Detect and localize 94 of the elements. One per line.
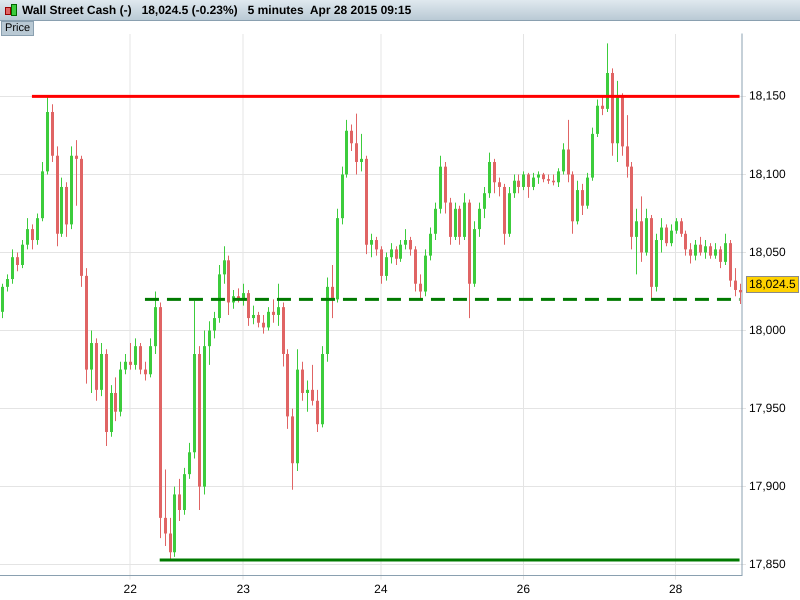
candlestick xyxy=(390,242,393,264)
candlestick xyxy=(114,376,117,422)
x-tick-label: 26 xyxy=(516,582,530,596)
candlestick xyxy=(301,361,304,402)
candlestick xyxy=(542,172,545,183)
candlestick xyxy=(208,320,211,366)
candlestick xyxy=(223,246,226,284)
candlestick xyxy=(21,240,24,269)
candlestick xyxy=(581,183,584,216)
candlestick xyxy=(532,172,535,191)
candlestick xyxy=(527,172,530,198)
candlestick xyxy=(306,380,309,412)
candlestick xyxy=(714,242,717,260)
chart-title: Wall Street Cash (-) 18,024.5 (-0.23%) 5 minutes Apr 28 2015 09:15 xyxy=(22,2,412,19)
candlestick xyxy=(385,252,388,282)
candlestick xyxy=(360,133,363,172)
candlestick xyxy=(689,242,692,264)
candlestick xyxy=(601,96,604,116)
candlestick xyxy=(399,240,402,262)
candlestick xyxy=(188,442,191,480)
candlestick xyxy=(719,246,722,269)
candlestick xyxy=(144,361,147,381)
candlestick xyxy=(355,113,358,175)
candlestick xyxy=(665,224,668,247)
candlestick xyxy=(129,342,132,370)
candlestick xyxy=(675,218,678,234)
candlestick xyxy=(213,311,216,339)
candlestick xyxy=(370,233,373,258)
candlestick xyxy=(11,248,14,284)
candlestick xyxy=(395,246,398,266)
candlestick xyxy=(498,177,501,197)
candlestick xyxy=(429,227,432,261)
candlestick xyxy=(552,174,555,186)
candlestick xyxy=(493,158,496,194)
candlestick xyxy=(124,353,127,375)
x-tick-label: 28 xyxy=(668,582,683,596)
candlestick xyxy=(680,218,683,238)
candlestick xyxy=(169,517,172,560)
candlestick xyxy=(316,389,319,433)
candlestick xyxy=(252,305,255,325)
candlestick xyxy=(522,170,525,191)
candlestick xyxy=(537,170,540,184)
candlestick xyxy=(164,468,167,546)
candlestick xyxy=(724,233,727,266)
text: 18,024.5 xyxy=(746,276,799,293)
candlestick xyxy=(277,283,280,326)
candlestick xyxy=(694,240,697,261)
candlestick xyxy=(267,306,270,332)
x-tick-label: 23 xyxy=(236,582,250,596)
text: Price xyxy=(1,21,34,36)
candlestick xyxy=(409,236,412,256)
y-tick-label: 18,150 xyxy=(749,88,786,103)
y-tick-label: 18,100 xyxy=(749,166,786,181)
candlestick xyxy=(262,314,265,334)
candlestick xyxy=(6,274,9,292)
candlestick xyxy=(557,168,560,188)
candlestick xyxy=(16,252,19,272)
candlestick xyxy=(139,342,142,375)
candlestick xyxy=(404,228,407,250)
candlestick xyxy=(635,208,638,275)
x-tick-label: 22 xyxy=(124,582,138,596)
candlestick xyxy=(709,242,712,260)
candlestick xyxy=(483,186,486,219)
candlestick xyxy=(419,274,422,300)
y-tick-label: 17,900 xyxy=(749,478,786,493)
candlestick xyxy=(513,174,516,198)
candlestick xyxy=(178,478,181,522)
candlestick xyxy=(739,283,742,305)
candlestick xyxy=(272,298,275,324)
y-tick-label: 17,850 xyxy=(749,556,786,571)
candlestick xyxy=(36,212,39,246)
candlestick xyxy=(257,311,260,328)
candlestick xyxy=(350,124,353,152)
candlestick xyxy=(670,224,673,247)
candlestick xyxy=(547,174,550,184)
candlestick xyxy=(26,218,29,250)
candlestick xyxy=(134,338,137,370)
y-tick-label: 17,950 xyxy=(749,400,786,415)
candlestick xyxy=(704,240,707,260)
y-tick-label: 18,050 xyxy=(749,244,786,259)
candlestick xyxy=(684,230,687,256)
y-tick-label: 18,000 xyxy=(749,322,786,337)
candlestick xyxy=(517,174,520,194)
candlestick xyxy=(31,224,34,250)
candlestick xyxy=(660,218,663,254)
candlestick xyxy=(562,142,565,175)
x-tick-label: 24 xyxy=(374,582,388,596)
candlestick xyxy=(734,268,737,297)
candlestick xyxy=(699,236,702,256)
candlestick xyxy=(311,364,314,406)
candlestick xyxy=(478,202,481,238)
candlestick xyxy=(626,114,629,178)
candlestick xyxy=(75,140,78,206)
candlestick xyxy=(375,236,378,256)
